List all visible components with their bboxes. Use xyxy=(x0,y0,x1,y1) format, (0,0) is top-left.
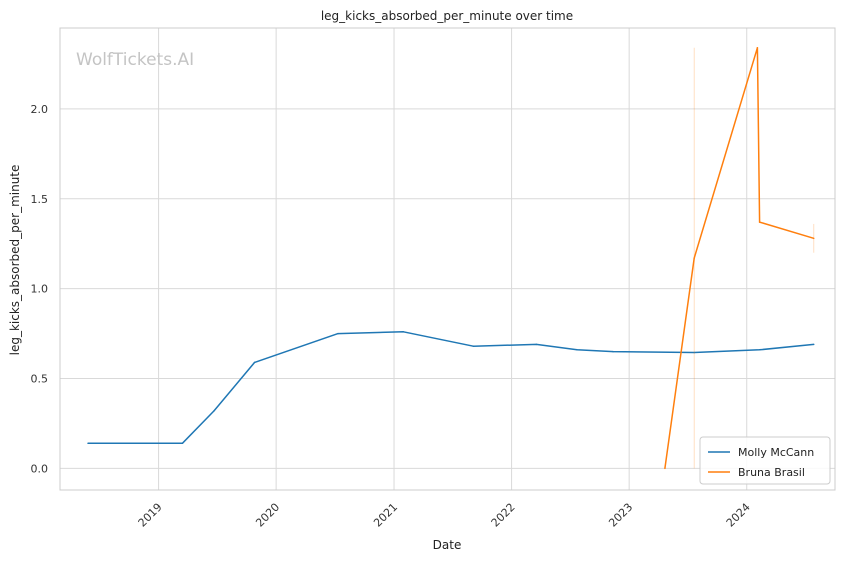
data-point-bruna-brasil xyxy=(756,47,759,49)
y-tick-label: 2.0 xyxy=(31,103,49,116)
y-tick-label: 0.5 xyxy=(31,373,49,386)
y-tick-label: 1.5 xyxy=(31,193,49,206)
data-point-molly-mccann xyxy=(472,345,475,347)
legend-label-bruna-brasil: Bruna Brasil xyxy=(738,466,805,479)
y-axis-label: leg_kicks_absorbed_per_minute xyxy=(8,165,22,356)
data-point-molly-mccann xyxy=(87,442,89,445)
watermark-text: WolfTickets.AI xyxy=(76,50,194,70)
y-tick-labels: 0.0 0.5 1.0 1.5 2.0 xyxy=(31,103,49,476)
data-point-molly-mccann xyxy=(213,410,215,412)
data-point-molly-mccann xyxy=(337,332,339,335)
data-point-molly-mccann xyxy=(812,343,815,346)
y-tick-label: 1.0 xyxy=(31,283,49,296)
legend-box xyxy=(699,436,831,485)
data-point-bruna-brasil xyxy=(812,237,815,240)
y-tick-label: 0.0 xyxy=(31,462,49,475)
data-point-molly-mccann xyxy=(758,349,761,351)
data-point-molly-mccann xyxy=(612,350,614,353)
data-point-bruna-brasil xyxy=(664,467,666,470)
data-point-bruna-brasil xyxy=(693,257,695,259)
plot-frame xyxy=(59,27,836,491)
data-point-molly-mccann xyxy=(253,361,256,364)
series-layer xyxy=(87,47,815,470)
data-point-molly-mccann xyxy=(693,351,695,354)
data-point-molly-mccann xyxy=(576,349,578,351)
x-axis-label: Date xyxy=(433,538,462,552)
data-point-molly-mccann xyxy=(181,442,184,445)
chart-title: leg_kicks_absorbed_per_minute over time xyxy=(321,9,573,23)
legend-label-molly-mccann: Molly McCann xyxy=(738,446,814,459)
data-point-bruna-brasil xyxy=(758,221,761,223)
legend: Molly McCann Bruna Brasil xyxy=(699,436,831,485)
data-point-molly-mccann xyxy=(402,331,405,333)
data-point-molly-mccann xyxy=(535,343,538,346)
